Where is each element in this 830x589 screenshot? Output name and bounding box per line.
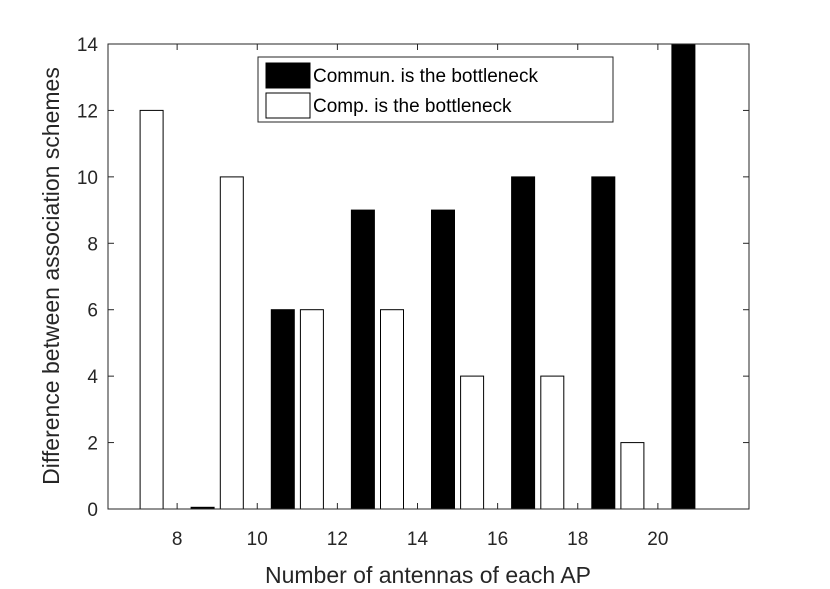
- bar-comp-8: [139, 109, 164, 510]
- x-tick-label-14: 14: [407, 529, 429, 550]
- y-tick-label-8: 8: [87, 234, 98, 255]
- x-tick-label-16: 16: [487, 529, 508, 550]
- legend-swatch-comp: [265, 92, 311, 119]
- y-tick-label-4: 4: [87, 367, 98, 388]
- x-axis-label: Number of antennas of each AP: [265, 562, 591, 588]
- bar-comp-12: [299, 309, 324, 510]
- x-axis: 8 10 12 14 16 18 20: [172, 44, 668, 550]
- y-axis-label: Difference between association schemes: [38, 67, 64, 485]
- y-tick-label-10: 10: [77, 168, 98, 189]
- bar-comp-14: [380, 309, 404, 510]
- x-tick-label-12: 12: [327, 529, 348, 550]
- legend-label-comp: Comp. is the bottleneck: [313, 96, 512, 117]
- legend: Commun. is the bottleneck Comp. is the b…: [257, 56, 614, 123]
- y-tick-label-0: 0: [87, 500, 98, 521]
- bar-commun-16: [511, 176, 536, 510]
- x-tick-label-8: 8: [172, 529, 183, 550]
- bar-commun-12: [350, 209, 375, 510]
- y-tick-label-2: 2: [87, 434, 98, 455]
- legend-label-commun: Commun. is the bottleneck: [313, 66, 538, 87]
- legend-swatch-commun: [265, 62, 311, 89]
- bar-comp-16: [460, 375, 485, 510]
- bar-commun-20: [671, 43, 696, 510]
- bar-commun-10: [270, 309, 295, 510]
- y-tick-label-14: 14: [77, 35, 99, 56]
- y-tick-label-12: 12: [77, 101, 98, 122]
- bar-commun-14: [431, 209, 455, 510]
- y-axis: 0 2 4 6 8 10 12 14: [77, 35, 749, 521]
- legend-box: [257, 56, 614, 123]
- x-tick-label-10: 10: [247, 529, 268, 550]
- bar-comp-18: [540, 375, 565, 510]
- x-tick-label-20: 20: [647, 529, 668, 550]
- bars-layer: [139, 43, 696, 510]
- bar-comp-10: [219, 176, 244, 510]
- bar-commun-18: [591, 176, 616, 510]
- y-tick-label-6: 6: [87, 301, 98, 322]
- plot-area-frame: [107, 43, 750, 510]
- x-tick-label-18: 18: [567, 529, 588, 550]
- bar-comp-20: [620, 442, 645, 510]
